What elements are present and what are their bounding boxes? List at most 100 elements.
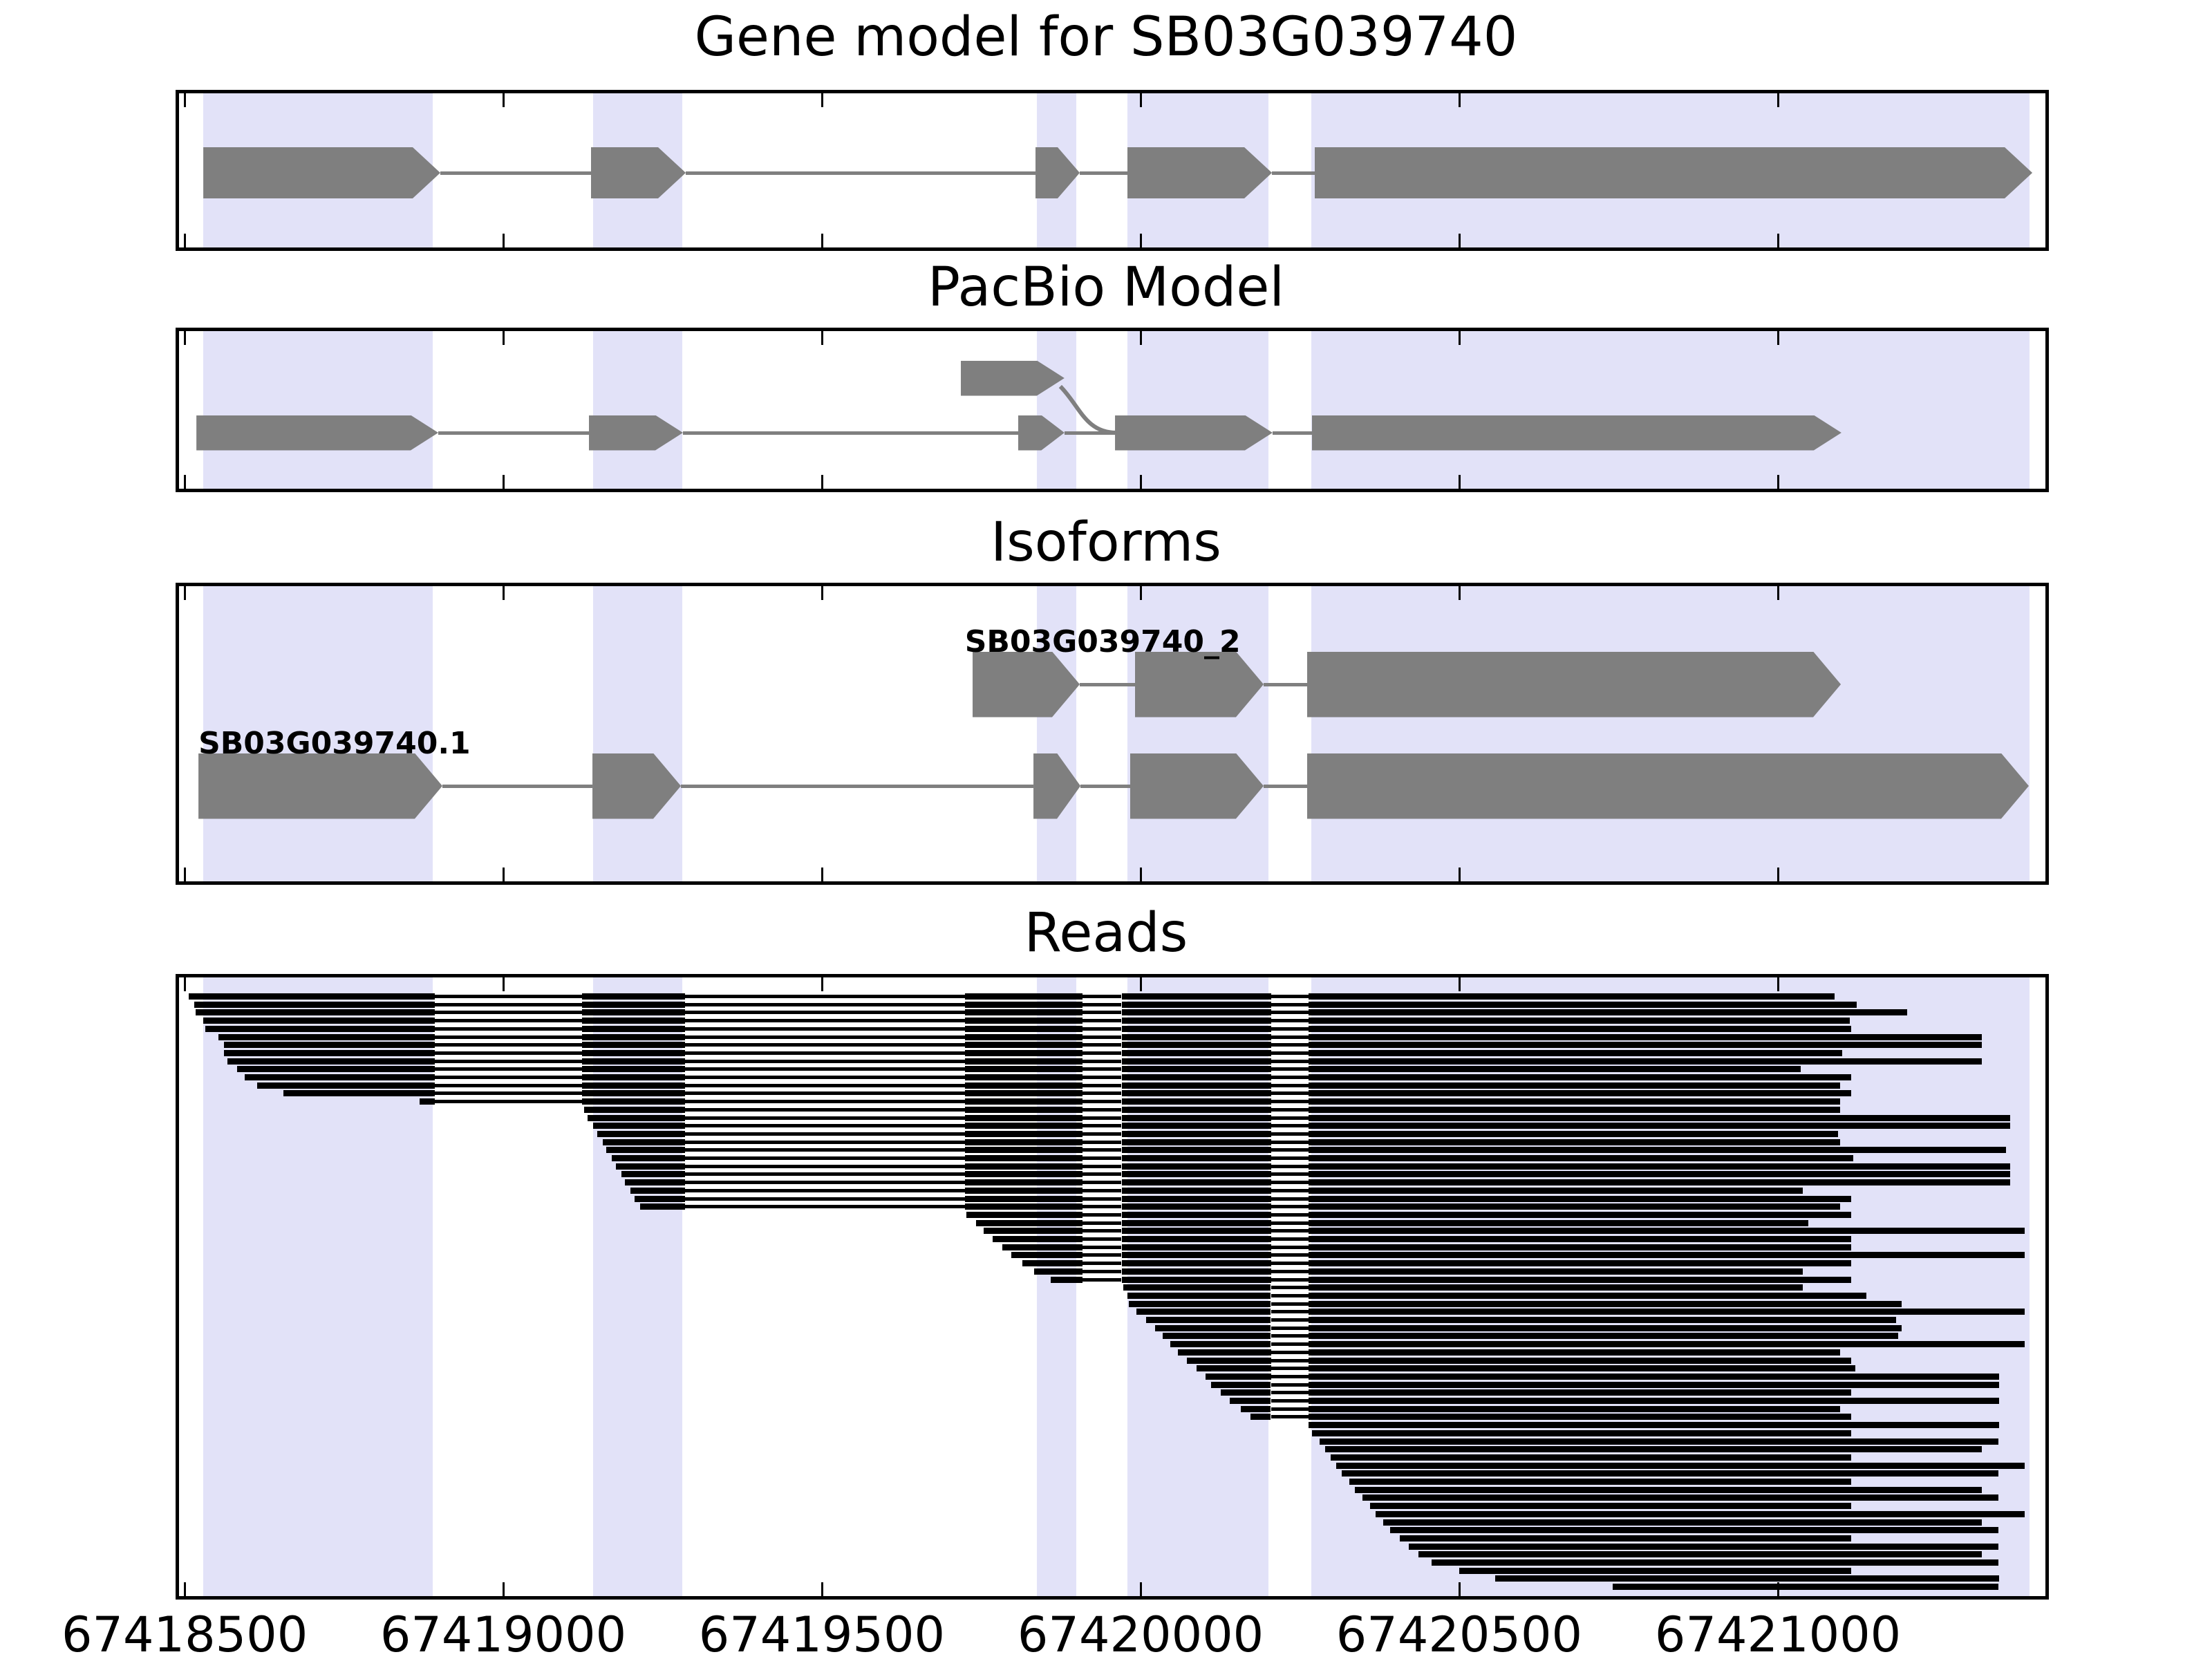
read-intron-segment xyxy=(1082,1197,1122,1201)
read-exon-segment xyxy=(1136,1309,1271,1315)
read-exon-segment xyxy=(602,1138,685,1145)
read-exon-segment xyxy=(1308,1405,1840,1412)
read-exon-segment xyxy=(1308,1001,1857,1008)
exon-arrow xyxy=(203,147,440,198)
exon-highlight-band xyxy=(203,331,433,489)
read-exon-segment xyxy=(964,1082,1082,1089)
intron-line xyxy=(440,171,591,175)
read-intron-segment xyxy=(1271,1067,1309,1071)
read-intron-segment xyxy=(1082,1076,1122,1079)
read-exon-segment xyxy=(1121,1082,1271,1089)
read-intron-segment xyxy=(1271,1140,1309,1144)
read-exon-segment xyxy=(1121,1252,1271,1259)
read-exon-segment xyxy=(223,1042,435,1049)
axis-tick xyxy=(821,331,823,345)
axis-tick xyxy=(502,234,505,247)
read-intron-segment xyxy=(1271,1391,1309,1395)
read-exon-segment xyxy=(1308,1309,2025,1315)
read-intron-segment xyxy=(1271,1358,1309,1362)
axis-tick xyxy=(1458,234,1461,247)
axis-tick xyxy=(502,586,505,600)
read-exon-segment xyxy=(964,1098,1082,1105)
read-exon-segment xyxy=(1369,1503,1852,1510)
read-exon-segment xyxy=(1308,1373,1999,1380)
read-exon-segment xyxy=(1308,1098,1840,1105)
read-exon-segment xyxy=(964,1090,1082,1097)
read-exon-segment xyxy=(236,1066,435,1073)
read-exon-segment xyxy=(1330,1454,1852,1461)
read-exon-segment xyxy=(1308,1009,1908,1016)
read-exon-segment xyxy=(964,1074,1082,1080)
axis-tick xyxy=(1458,93,1461,107)
read-intron-segment xyxy=(1271,1253,1309,1257)
read-intron-segment xyxy=(1082,1156,1122,1160)
read-intron-segment xyxy=(1082,1237,1122,1241)
read-intron-segment xyxy=(1271,1237,1309,1241)
read-exon-segment xyxy=(1459,1567,1852,1574)
read-exon-segment xyxy=(593,1123,685,1130)
axis-tick xyxy=(184,475,187,489)
intron-line xyxy=(683,431,1018,435)
read-exon-segment xyxy=(1022,1260,1082,1267)
read-exon-segment xyxy=(1121,1042,1271,1049)
read-exon-segment xyxy=(1355,1486,1983,1493)
axis-tick xyxy=(1458,1582,1461,1596)
axis-tick xyxy=(502,93,505,107)
read-exon-segment xyxy=(227,1058,435,1065)
read-intron-segment xyxy=(434,1091,583,1096)
axis-tick xyxy=(1140,331,1143,345)
read-intron-segment xyxy=(1271,1342,1309,1347)
axis-tick xyxy=(1140,475,1143,489)
read-exon-segment xyxy=(582,1058,685,1065)
read-exon-segment xyxy=(1308,1317,1896,1323)
read-exon-segment xyxy=(1308,1389,1852,1396)
read-exon-segment xyxy=(1206,1373,1271,1380)
read-exon-segment xyxy=(615,1163,685,1170)
read-exon-segment xyxy=(1308,1106,1840,1113)
read-intron-segment xyxy=(684,1197,965,1201)
read-exon-segment xyxy=(964,1025,1082,1032)
read-exon-segment xyxy=(1230,1398,1271,1404)
read-exon-segment xyxy=(1127,1292,1271,1299)
read-exon-segment xyxy=(606,1147,685,1154)
read-intron-segment xyxy=(434,1067,583,1071)
read-intron-segment xyxy=(1271,1164,1309,1168)
read-exon-segment xyxy=(223,1049,435,1056)
read-intron-segment xyxy=(1082,1027,1122,1031)
read-exon-segment xyxy=(993,1236,1082,1242)
read-intron-segment xyxy=(1271,1293,1309,1297)
read-intron-segment xyxy=(1271,1107,1309,1112)
read-intron-segment xyxy=(684,1188,965,1192)
read-intron-segment xyxy=(1271,1148,1309,1152)
read-exon-segment xyxy=(639,1203,685,1210)
read-exon-segment xyxy=(1308,1268,1803,1275)
read-exon-segment xyxy=(1308,993,1835,1000)
axis-tick xyxy=(502,868,505,881)
pacbio-model-panel xyxy=(176,328,2049,492)
exon-arrow xyxy=(1307,652,1841,718)
read-exon-segment xyxy=(1308,1357,1852,1364)
read-intron-segment xyxy=(1271,1277,1309,1282)
read-exon-segment xyxy=(630,1187,685,1194)
read-exon-segment xyxy=(1121,1187,1271,1194)
intron-line xyxy=(1272,171,1315,175)
read-exon-segment xyxy=(194,1001,435,1008)
read-intron-segment xyxy=(1082,1172,1122,1177)
read-intron-segment xyxy=(684,1067,965,1071)
read-intron-segment xyxy=(434,1043,583,1047)
read-intron-segment xyxy=(1271,1002,1309,1006)
read-exon-segment xyxy=(1121,1066,1271,1073)
read-intron-segment xyxy=(1271,1350,1309,1354)
read-exon-segment xyxy=(1155,1324,1271,1331)
read-exon-segment xyxy=(582,1001,685,1008)
read-intron-segment xyxy=(1082,1253,1122,1257)
read-exon-segment xyxy=(582,1074,685,1080)
read-exon-segment xyxy=(1308,1074,1852,1080)
read-exon-segment xyxy=(1308,1276,1852,1283)
read-intron-segment xyxy=(1271,1011,1309,1015)
read-exon-segment xyxy=(1308,1090,1852,1097)
read-exon-segment xyxy=(1033,1268,1082,1275)
read-exon-segment xyxy=(1308,1349,1840,1356)
read-exon-segment xyxy=(1121,1260,1271,1267)
read-intron-segment xyxy=(1271,1076,1309,1079)
